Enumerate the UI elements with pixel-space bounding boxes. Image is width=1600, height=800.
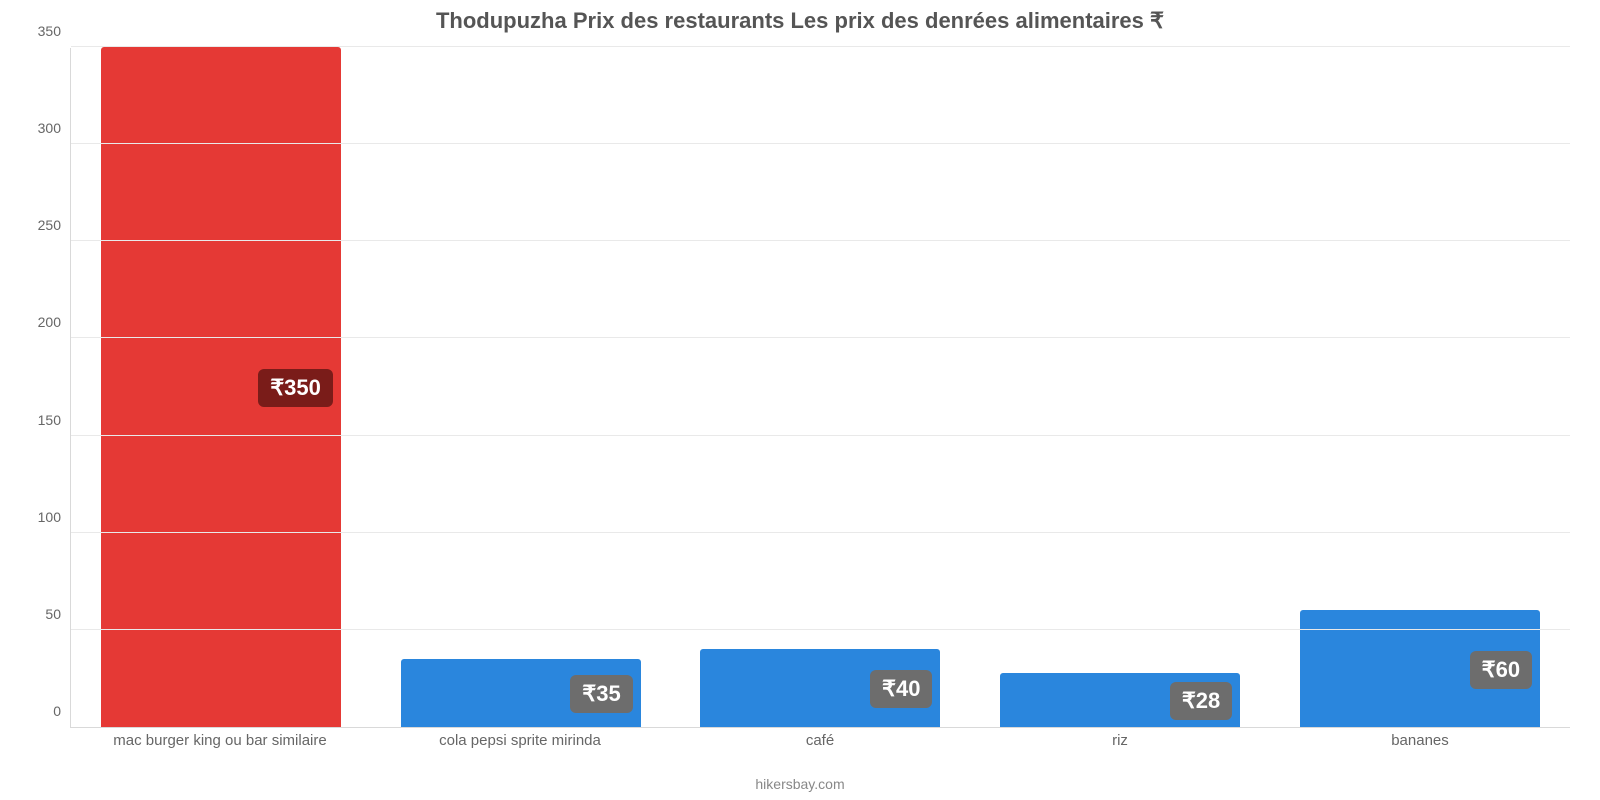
bar-slot: ₹350 [91, 48, 351, 727]
grid-line [71, 629, 1570, 630]
plot-area: ₹350₹35₹40₹28₹60 050100150200250300350 [70, 48, 1570, 728]
y-tick-label: 350 [38, 23, 71, 39]
x-tick-label: bananes [1290, 732, 1550, 749]
bar: ₹35 [401, 659, 641, 727]
grid-line [71, 46, 1570, 47]
bars-container: ₹350 ₹35 ₹40 ₹28 ₹60 [71, 48, 1570, 727]
y-tick-label: 300 [38, 120, 71, 136]
x-tick-label: café [690, 732, 950, 749]
value-label: ₹35 [570, 675, 632, 713]
y-tick-label: 100 [38, 509, 71, 525]
grid-line [71, 435, 1570, 436]
chart-title: Thodupuzha Prix des restaurants Les prix… [0, 8, 1600, 34]
x-tick-label: riz [990, 732, 1250, 749]
value-label: ₹60 [1470, 651, 1532, 689]
y-tick-label: 0 [53, 703, 71, 719]
grid-line [71, 337, 1570, 338]
grid-line [71, 240, 1570, 241]
y-tick-label: 250 [38, 217, 71, 233]
bar-slot: ₹35 [391, 48, 651, 727]
y-tick-label: 200 [38, 314, 71, 330]
x-tick-label: mac burger king ou bar similaire [90, 732, 350, 749]
x-tick-label: cola pepsi sprite mirinda [390, 732, 650, 749]
bar: ₹40 [700, 649, 940, 727]
chart-footer: hikersbay.com [0, 776, 1600, 792]
bar: ₹28 [1000, 673, 1240, 727]
grid-line [71, 143, 1570, 144]
bar: ₹350 [101, 47, 341, 727]
value-label: ₹40 [870, 670, 932, 708]
x-axis-labels: mac burger king ou bar similaire cola pep… [70, 732, 1570, 749]
value-label: ₹350 [258, 369, 333, 407]
bar-slot: ₹60 [1290, 48, 1550, 727]
value-label: ₹28 [1170, 682, 1232, 720]
y-tick-label: 50 [45, 606, 71, 622]
price-bar-chart: Thodupuzha Prix des restaurants Les prix… [0, 0, 1600, 800]
bar-slot: ₹28 [990, 48, 1250, 727]
bar-slot: ₹40 [690, 48, 950, 727]
grid-line [71, 532, 1570, 533]
y-tick-label: 150 [38, 412, 71, 428]
